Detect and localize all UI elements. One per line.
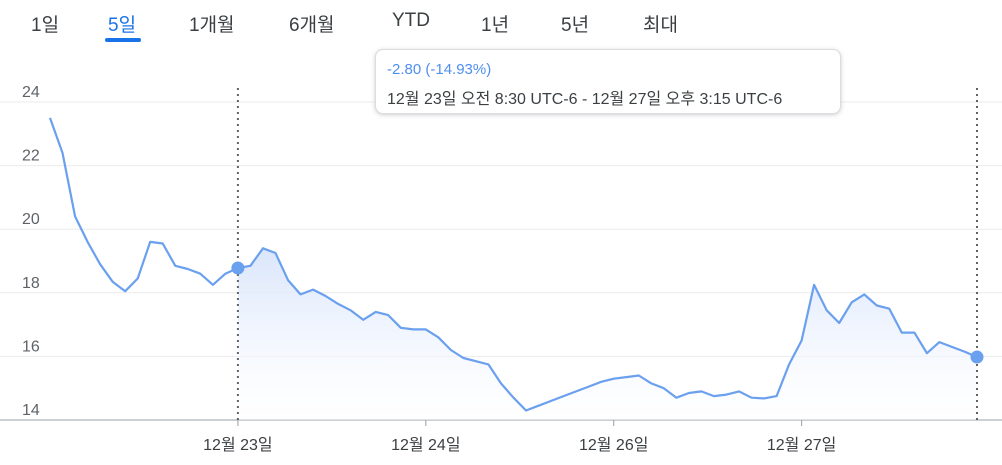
range-tabs: 1일 5일 1개월 6개월 YTD 1년 5년 최대 <box>0 0 1002 48</box>
y-tick-label: 20 <box>22 211 40 228</box>
y-axis-labels: 14 16 18 20 22 24 <box>22 84 40 419</box>
tab-1-day[interactable]: 1일 <box>31 15 60 36</box>
x-tick-label: 12월 23일 <box>203 436 272 454</box>
price-line <box>48 117 978 412</box>
y-tick-label: 18 <box>22 275 40 292</box>
selection-point[interactable] <box>970 350 984 364</box>
selection-markers <box>236 88 978 420</box>
y-tick-label: 14 <box>22 402 40 419</box>
tab-ytd[interactable]: YTD <box>392 10 430 31</box>
tab-5-year[interactable]: 5년 <box>561 15 590 36</box>
tab-5-day[interactable]: 5일 <box>108 15 137 36</box>
active-tab-indicator <box>105 38 141 42</box>
selection-point[interactable] <box>231 261 245 275</box>
tab-1-year[interactable]: 1년 <box>481 15 510 36</box>
price-chart[interactable]: 14 16 18 20 22 24 12월 23일 12월 24일 12월 26일 12월 27… <box>0 48 1002 465</box>
y-tick-label: 22 <box>22 148 40 165</box>
x-tick-label: 12월 24일 <box>391 436 460 454</box>
x-tick-label: 12월 26일 <box>579 436 648 454</box>
tab-6-month[interactable]: 6개월 <box>289 15 335 36</box>
date-range: 12월 23일 오전 8:30 UTC-6 - 12월 27일 오후 3:15 … <box>387 91 783 108</box>
range-tooltip: -2.80 (-14.93%) 12월 23일 오전 8:30 UTC-6 - … <box>375 49 841 114</box>
selection-area-fill <box>237 248 977 420</box>
y-tick-label: 24 <box>22 84 40 101</box>
y-tick-label: 16 <box>22 338 40 355</box>
tab-1-month[interactable]: 1개월 <box>189 15 235 36</box>
x-axis: 12월 23일 12월 24일 12월 26일 12월 27일 <box>203 420 836 454</box>
tab-max[interactable]: 최대 <box>643 15 678 36</box>
price-change: -2.80 (-14.93%) <box>387 61 492 78</box>
selection-points <box>231 261 984 364</box>
x-tick-label: 12월 27일 <box>767 436 836 454</box>
